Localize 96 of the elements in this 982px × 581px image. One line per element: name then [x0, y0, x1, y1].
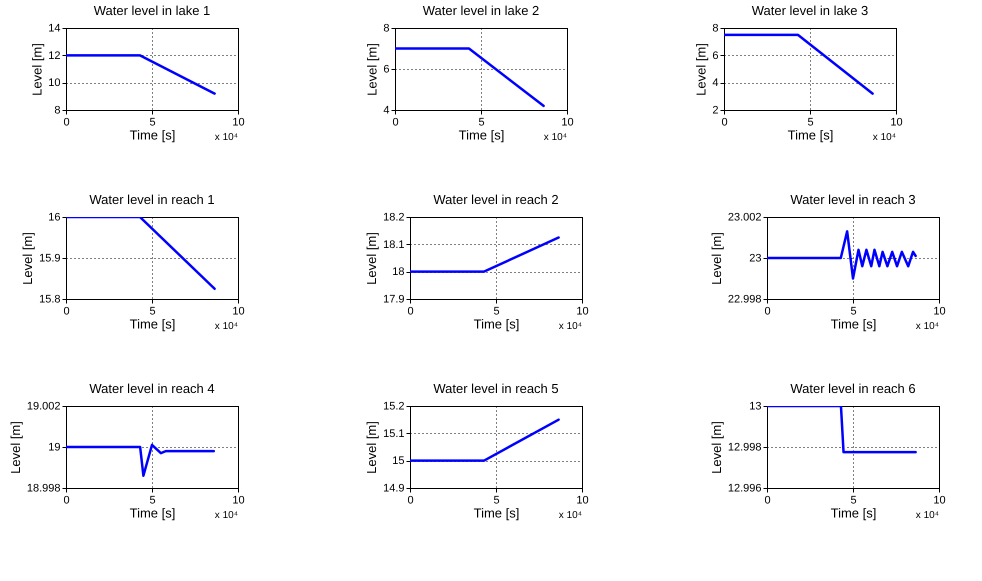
y-tick-label: 10 [48, 77, 60, 90]
y-tick-label: 8 [712, 22, 718, 34]
x-tick-label: 0 [764, 494, 771, 506]
y-tick-label: 4 [383, 104, 390, 116]
y-tick-label: 22.998 [728, 294, 762, 306]
y-tick-label: 19.002 [26, 400, 60, 412]
y-tick-label: 8 [54, 104, 60, 116]
y-axis-title: Level [m] [29, 43, 44, 96]
text: x 10⁴ [214, 132, 238, 143]
x-tick-label: 5 [149, 494, 156, 506]
y-tick-label: 6 [383, 64, 390, 76]
y-tick-label: 18.998 [26, 482, 60, 494]
y-tick-label: 15.2 [383, 400, 404, 412]
text: x 10⁴ [544, 132, 567, 143]
x-tick-label: 0 [63, 494, 70, 506]
x-tick-label: 5 [478, 116, 485, 128]
y-tick-label: 15.9 [39, 252, 60, 264]
text: x 10⁴ [214, 510, 238, 521]
x-tick-label: 0 [63, 306, 70, 318]
y-axis-title: Level [m] [8, 421, 23, 474]
x-tick-label: 0 [63, 116, 70, 128]
x-axis-title: Time [s] [130, 506, 176, 520]
y-axis-title: Level [m] [708, 421, 724, 474]
y-tick-label: 23 [749, 252, 762, 264]
x-tick-label: 5 [850, 306, 857, 318]
x-tick-label: 0 [764, 306, 771, 318]
y-tick-label: 14 [48, 22, 60, 34]
y-tick-label: 8 [383, 22, 390, 34]
y-tick-label: 23.002 [728, 212, 762, 224]
x-axis-title: Time [s] [458, 128, 504, 142]
x-tick-label: 5 [149, 116, 156, 128]
x-axis-title: Time [s] [474, 506, 520, 520]
chart-title: Water level in reach 4 [89, 381, 215, 396]
text: x 10⁴ [872, 132, 896, 143]
x-tick-label: 0 [407, 494, 414, 506]
chart-title: Water level in reach 2 [433, 192, 559, 207]
y-axis-title: Level [m] [364, 421, 380, 474]
y-tick-label: 6 [712, 50, 718, 62]
x-tick-label: 10 [232, 116, 245, 128]
text: x 10⁴ [558, 321, 582, 332]
chart-title: Water level in reach 3 [790, 192, 916, 207]
chart-title: Water level in reach 6 [790, 381, 916, 396]
x-axis-title: Time [s] [830, 316, 876, 332]
x-tick-label: 5 [807, 116, 814, 128]
y-axis-title: Level [m] [20, 232, 36, 285]
x-tick-label: 5 [149, 306, 156, 318]
y-tick-label: 12.996 [728, 482, 762, 494]
y-tick-label: 12.998 [728, 442, 762, 454]
x-tick-label: 0 [721, 116, 728, 128]
chart-title: Water level in lake 2 [422, 3, 540, 18]
text: x 10⁴ [916, 510, 939, 521]
y-tick-label: 2 [712, 104, 718, 116]
y-tick-label: 15 [392, 455, 404, 468]
y-tick-label: 12 [48, 50, 60, 62]
y-axis-title: Level [m] [364, 43, 380, 96]
x-axis-title: Time [s] [474, 316, 520, 332]
y-tick-label: 18.1 [383, 238, 404, 251]
text: x 10⁴ [916, 321, 939, 332]
y-tick-label: 18 [392, 266, 404, 278]
y-axis-title: Level [m] [693, 43, 708, 96]
line-series [66, 444, 215, 477]
chart-title: Water level in lake 3 [752, 3, 868, 18]
line-series [767, 230, 917, 280]
chart-title: Water level in lake 1 [94, 3, 210, 18]
x-axis-title: Time [s] [830, 506, 876, 520]
y-axis-title: Level [m] [708, 232, 724, 285]
x-tick-label: 10 [576, 306, 589, 318]
x-axis-title: Time [s] [788, 128, 834, 142]
x-tick-label: 5 [493, 306, 500, 318]
y-axis-title: Level [m] [364, 232, 380, 285]
y-tick-label: 18.2 [383, 212, 404, 224]
x-tick-label: 10 [232, 306, 245, 318]
x-tick-label: 0 [407, 306, 414, 318]
x-tick-label: 10 [232, 494, 245, 506]
x-tick-label: 10 [933, 306, 946, 318]
y-tick-label: 14.9 [383, 482, 404, 494]
y-tick-label: 4 [712, 77, 718, 90]
text: x 10⁴ [214, 321, 238, 332]
y-tick-label: 13 [749, 400, 762, 412]
y-tick-label: 16 [48, 212, 60, 224]
y-tick-label: 15.8 [39, 294, 60, 306]
x-tick-label: 5 [493, 494, 500, 506]
y-tick-label: 19 [48, 442, 60, 454]
chart-title: Water level in reach 5 [433, 381, 559, 396]
x-tick-label: 10 [933, 494, 946, 506]
x-tick-label: 10 [576, 494, 589, 506]
x-tick-label: 10 [561, 116, 574, 128]
x-tick-label: 5 [850, 494, 857, 506]
x-axis-title: Time [s] [130, 128, 176, 142]
text: x 10⁴ [558, 510, 582, 521]
y-tick-label: 17.9 [383, 294, 404, 306]
x-tick-label: 0 [392, 116, 399, 128]
y-tick-label: 15.1 [383, 428, 404, 440]
chart-title: Water level in reach 1 [89, 192, 215, 207]
x-tick-label: 10 [890, 116, 903, 128]
x-axis-title: Time [s] [130, 316, 176, 332]
